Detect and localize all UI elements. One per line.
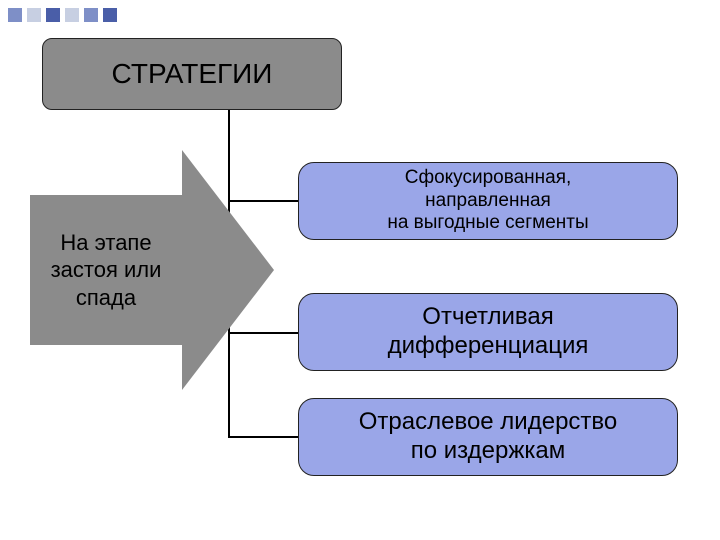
arrow-label: На этапезастоя илиспада	[51, 229, 162, 312]
title-box: СТРАТЕГИИ	[42, 38, 342, 110]
strategy-label: Сфокусированная,направленнаяна выгодные …	[387, 167, 588, 235]
strategy-focused: Сфокусированная,направленнаяна выгодные …	[298, 162, 678, 240]
arrow-head	[182, 150, 274, 390]
diagram-canvas: СТРАТЕГИИ На этапезастоя илиспада Сфокус…	[0, 0, 720, 540]
connector-branch	[228, 436, 298, 438]
arrow-body: На этапезастоя илиспада	[30, 195, 182, 345]
strategy-differentiation: Отчетливаядифференциация	[298, 293, 678, 371]
title-text: СТРАТЕГИИ	[112, 58, 273, 90]
strategy-label: Отраслевое лидерствопо издержкам	[359, 408, 617, 466]
strategy-cost-leadership: Отраслевое лидерствопо издержкам	[298, 398, 678, 476]
strategy-label: Отчетливаядифференциация	[388, 303, 589, 361]
